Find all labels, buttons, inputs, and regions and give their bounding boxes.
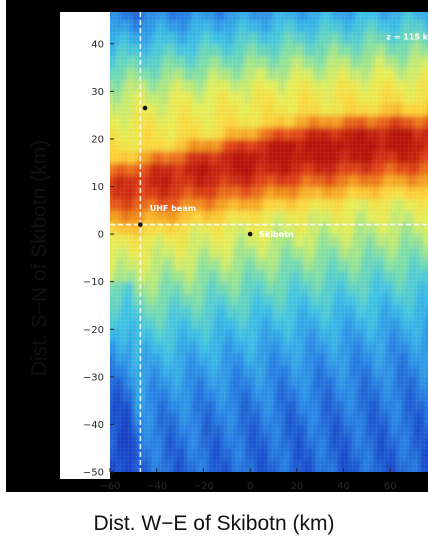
y-tick-gutter: [60, 12, 110, 479]
y-tick-label: −30: [83, 372, 104, 383]
y-tick-label: 20: [91, 134, 104, 145]
reference-lines: [110, 12, 428, 472]
y-tick-label: −50: [83, 468, 104, 479]
x-tick-label: 20: [290, 481, 303, 492]
annotations: z = 115 km UHF beam Skibotn: [150, 33, 428, 239]
speckle-texture: [110, 12, 428, 472]
y-tick-label: 30: [91, 87, 104, 98]
y-tick-label: 40: [91, 39, 104, 50]
y-tick-label: −10: [83, 277, 104, 288]
x-tick-label: 60: [384, 481, 397, 492]
y-tick-label: 0: [98, 230, 104, 241]
y-tick-label: −40: [83, 420, 104, 431]
plot-area: z = 115 km UHF beam Skibotn: [110, 12, 428, 472]
x-tick-label: −60: [99, 481, 120, 492]
y-tick-label: −20: [83, 325, 104, 336]
annotation-z-115-km: z = 115 km: [386, 33, 428, 42]
markers: [138, 105, 253, 237]
x-axis-label: Dist. W−E of Skibotn (km): [94, 512, 335, 535]
y-axis-label: Dist. S−N of Skibotn (km): [28, 140, 51, 376]
skibotn-point: [247, 231, 253, 237]
y-tick-label: 10: [91, 182, 104, 193]
annotation-skibotn: Skibotn: [259, 230, 294, 239]
annotation-uhf-beam: UHF beam: [150, 204, 196, 213]
x-tick-label: 0: [247, 481, 253, 492]
uhf-beam-point: [138, 222, 143, 227]
x-tick-label: 40: [337, 481, 350, 492]
x-axis: −60−40−20020406080: [99, 468, 397, 492]
y-axis: −50 −40 −30 −20 −10 0 10 20 30 40: [83, 39, 114, 479]
x-tick-label: −40: [146, 481, 167, 492]
x-tick-label: −20: [193, 481, 214, 492]
north-point: [142, 105, 148, 111]
